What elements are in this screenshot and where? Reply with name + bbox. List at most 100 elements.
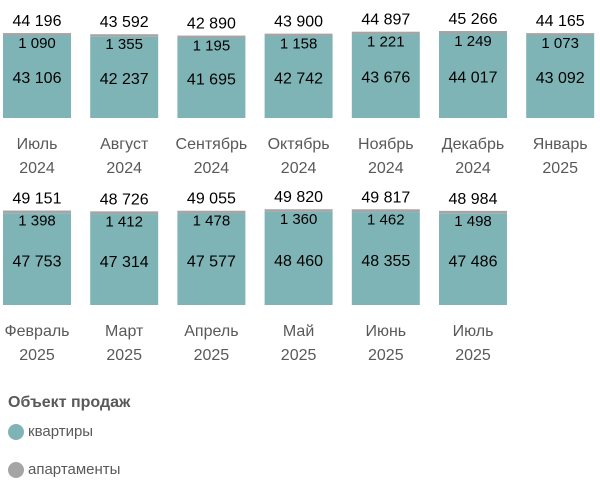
stacked-bar-chart: 43 106 1 090 44 196 Июль 2024 42 237 1 355 43 5… (3, 11, 595, 364)
bar-segment-flats (90, 214, 159, 305)
bar-segment-flats (177, 213, 246, 305)
data-label-serviced-apartments: 1 249 (454, 33, 492, 50)
category-label-month: Январь (533, 136, 588, 153)
legend: Объект продаж квартиры апартаменты (0, 388, 600, 493)
category-label-month: Февраль (4, 323, 69, 340)
category-label-year: 2025 (281, 347, 317, 364)
category-label-month: Июль (453, 323, 494, 340)
category-label-month: Август (100, 136, 149, 153)
category-label-year: 2025 (455, 347, 491, 364)
bar-segment-serviced-apartments (264, 209, 333, 212)
bar-segment-serviced-apartments (439, 210, 507, 214)
bar-segment-flats (526, 35, 595, 118)
legend-marker-serviced-apartments (8, 461, 24, 478)
category-label-year: 2024 (455, 160, 491, 177)
data-label-flats: 47 577 (187, 254, 236, 271)
category-label-year: 2025 (194, 347, 230, 364)
data-label-total: 45 266 (449, 11, 498, 28)
data-label-flats: 41 695 (187, 71, 236, 88)
category-label-month: Март (105, 323, 144, 340)
data-label-serviced-apartments: 1 398 (18, 213, 56, 230)
category-label-month: Апрель (184, 323, 238, 340)
data-label-total: 49 817 (361, 189, 410, 206)
category-label-year: 2025 (368, 347, 404, 364)
data-label-total: 49 151 (13, 191, 62, 208)
data-label-total: 43 900 (274, 14, 323, 31)
data-label-flats: 43 092 (536, 70, 585, 87)
category-label-month: Июнь (365, 323, 406, 340)
data-label-serviced-apartments: 1 478 (193, 213, 231, 230)
bar-segment-serviced-apartments (526, 33, 595, 36)
category-label-month: Октябрь (268, 136, 330, 153)
bar-segment-flats (351, 34, 420, 118)
data-label-total: 49 820 (274, 189, 323, 206)
data-label-flats: 43 106 (13, 70, 62, 87)
data-label-total: 43 592 (100, 14, 149, 31)
data-label-serviced-apartments: 1 221 (367, 34, 405, 51)
bar-segment-serviced-apartments (3, 33, 71, 36)
bar-segment-serviced-apartments (351, 31, 420, 35)
data-label-flats: 42 742 (274, 70, 323, 87)
legend-label-serviced-apartments: апартаменты (28, 461, 121, 478)
category-label-month: Июль (17, 136, 58, 153)
bar-segment-flats (90, 36, 159, 118)
data-label-flats: 47 314 (100, 254, 149, 271)
bar-segment-serviced-apartments (439, 31, 507, 34)
category-label-month: Декабрь (442, 136, 504, 153)
bar-segment-flats (351, 212, 420, 305)
data-label-flats: 47 753 (13, 253, 62, 270)
category-label-month: Май (283, 323, 314, 340)
category-label-month: Ноябрь (358, 136, 414, 153)
bar-segment-flats (177, 37, 246, 119)
bar-segment-serviced-apartments (3, 210, 71, 214)
legend-label-flats: квартиры (28, 423, 94, 440)
data-label-serviced-apartments: 1 498 (454, 213, 492, 230)
bar-segment-flats (3, 35, 71, 118)
data-label-total: 48 984 (449, 191, 498, 208)
data-label-serviced-apartments: 1 462 (367, 211, 405, 228)
category-label-year: 2024 (281, 160, 317, 177)
bar-segment-flats (264, 35, 333, 118)
bar-segment-serviced-apartments (90, 34, 159, 37)
category-label-year: 2024 (19, 160, 55, 177)
bar-segment-flats (439, 33, 507, 118)
legend-item-apartments-flats: квартиры (8, 423, 93, 440)
data-label-serviced-apartments: 1 195 (193, 38, 231, 55)
bar-segment-serviced-apartments (351, 209, 420, 213)
data-label-serviced-apartments: 1 412 (105, 213, 143, 230)
data-label-flats: 43 676 (361, 70, 410, 87)
category-label-year: 2024 (106, 160, 142, 177)
data-label-serviced-apartments: 1 158 (280, 36, 318, 53)
category-label-year: 2024 (194, 160, 230, 177)
data-label-total: 44 196 (13, 13, 62, 30)
bar-segment-serviced-apartments (177, 35, 246, 39)
data-label-flats: 48 460 (274, 253, 323, 270)
bar-segment-flats (3, 213, 71, 305)
data-label-flats: 42 237 (100, 71, 149, 88)
data-label-serviced-apartments: 1 090 (18, 35, 56, 52)
bar-segment-flats (264, 211, 333, 305)
bar-segment-flats (439, 213, 507, 305)
data-label-flats: 48 355 (361, 253, 410, 270)
data-label-total: 44 165 (536, 13, 585, 30)
data-label-total: 48 726 (100, 191, 149, 208)
bar-segment-serviced-apartments (90, 211, 159, 215)
category-label-month: Сентябрь (176, 136, 248, 153)
legend-title: Объект продаж (8, 394, 131, 411)
legend-item-serviced-apartments: апартаменты (8, 461, 120, 478)
data-label-flats: 44 017 (449, 69, 498, 86)
bar-segment-serviced-apartments (177, 210, 246, 214)
data-label-total: 42 890 (187, 16, 236, 33)
data-label-total: 44 897 (361, 12, 410, 29)
bar-segment-serviced-apartments (264, 33, 333, 37)
category-label-year: 2025 (19, 347, 55, 364)
legend-marker-flats (8, 423, 24, 440)
data-label-serviced-apartments: 1 355 (105, 36, 143, 53)
data-label-serviced-apartments: 1 360 (280, 211, 318, 228)
data-label-total: 49 055 (187, 191, 236, 208)
category-label-year: 2025 (542, 160, 578, 177)
category-label-year: 2024 (368, 160, 404, 177)
data-label-serviced-apartments: 1 073 (541, 35, 579, 52)
category-label-year: 2025 (106, 347, 142, 364)
data-label-flats: 47 486 (449, 254, 498, 271)
